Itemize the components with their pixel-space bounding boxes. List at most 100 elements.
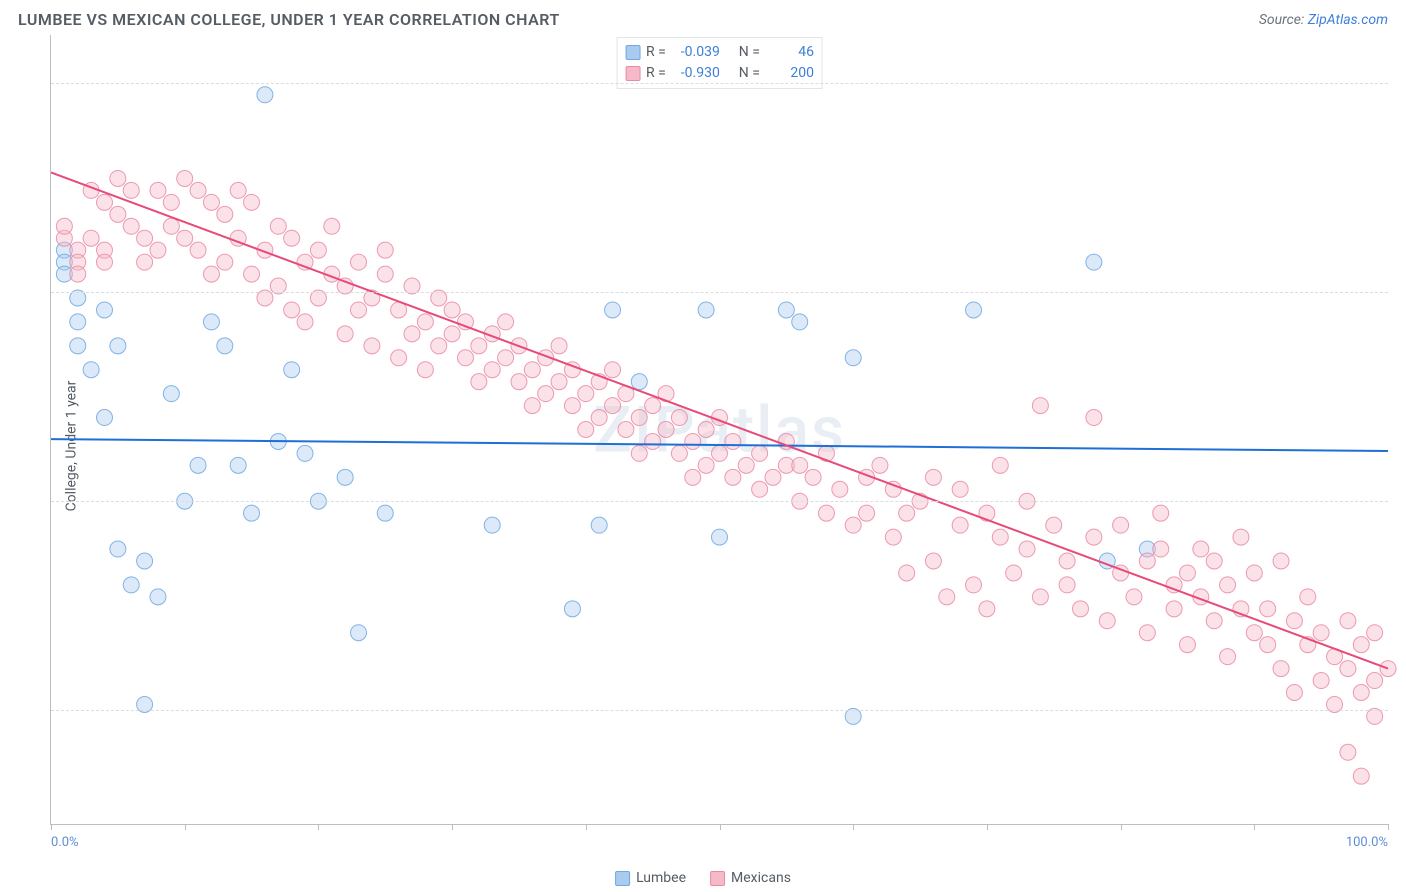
data-point (96, 410, 112, 426)
data-point (177, 230, 193, 246)
data-point (110, 541, 126, 557)
data-point (792, 457, 808, 473)
data-point (631, 445, 647, 461)
data-point (712, 445, 728, 461)
data-point (110, 338, 126, 354)
data-point (538, 386, 554, 402)
data-point (1260, 637, 1276, 653)
data-point (163, 194, 179, 210)
data-point (96, 254, 112, 270)
source-link[interactable]: ZipAtlas.com (1308, 12, 1388, 28)
data-point (1340, 744, 1356, 760)
data-point (698, 302, 714, 318)
data-point (752, 445, 768, 461)
data-point (738, 457, 754, 473)
data-point (1139, 625, 1155, 641)
data-point (925, 553, 941, 569)
data-point (1099, 613, 1115, 629)
data-point (1300, 589, 1316, 605)
legend-label: Lumbee (636, 870, 686, 886)
data-point (952, 481, 968, 497)
legend-label: Mexicans (731, 870, 791, 886)
data-point (671, 445, 687, 461)
data-point (1233, 529, 1249, 545)
data-point (351, 302, 367, 318)
correlation-legend: R =-0.039 N =46R =-0.930 N =200 (616, 37, 823, 89)
data-point (203, 194, 219, 210)
x-tick-label: 100.0% (1346, 835, 1388, 850)
data-point (498, 314, 514, 330)
legend-swatch (625, 45, 640, 60)
data-point (284, 362, 300, 378)
data-point (832, 481, 848, 497)
data-point (1367, 673, 1383, 689)
data-point (725, 433, 741, 449)
stat-n-value: 200 (766, 63, 814, 84)
data-point (1113, 517, 1129, 533)
data-point (698, 422, 714, 438)
data-point (230, 182, 246, 198)
data-point (605, 362, 621, 378)
data-point (645, 398, 661, 414)
data-point (190, 242, 206, 258)
data-point (578, 422, 594, 438)
legend-item: Lumbee (615, 870, 686, 886)
gridline (51, 83, 1388, 84)
data-point (966, 577, 982, 593)
data-point (177, 170, 193, 186)
x-tick (853, 824, 854, 830)
data-point (658, 422, 674, 438)
data-point (725, 469, 741, 485)
data-point (351, 625, 367, 641)
data-point (1220, 577, 1236, 593)
data-point (351, 254, 367, 270)
y-tick-label: 27.5% (1394, 703, 1406, 718)
data-point (1059, 577, 1075, 593)
legend-row: R =-0.039 N =46 (625, 42, 814, 63)
x-tick (185, 824, 186, 830)
data-point (1273, 661, 1289, 677)
data-point (618, 422, 634, 438)
legend-swatch (710, 871, 725, 886)
x-tick (318, 824, 319, 830)
data-point (778, 302, 794, 318)
x-tick (720, 824, 721, 830)
data-point (1367, 625, 1383, 641)
legend-swatch (615, 871, 630, 886)
data-point (578, 386, 594, 402)
data-point (284, 230, 300, 246)
data-point (190, 457, 206, 473)
data-point (1220, 649, 1236, 665)
data-point (1206, 553, 1222, 569)
data-point (217, 206, 233, 222)
stat-n-value: 46 (766, 42, 814, 63)
data-point (337, 326, 353, 342)
stat-r-value: -0.039 (672, 42, 720, 63)
data-point (872, 457, 888, 473)
data-point (444, 302, 460, 318)
data-point (1126, 589, 1142, 605)
gridline (51, 710, 1388, 711)
data-point (992, 529, 1008, 545)
data-point (1153, 505, 1169, 521)
data-point (752, 481, 768, 497)
x-tick (987, 824, 988, 830)
data-point (1246, 565, 1262, 581)
data-point (564, 398, 580, 414)
data-point (137, 254, 153, 270)
data-point (792, 314, 808, 330)
data-point (966, 302, 982, 318)
data-point (1340, 661, 1356, 677)
data-point (217, 338, 233, 354)
data-point (203, 314, 219, 330)
data-point (1193, 541, 1209, 557)
data-point (324, 218, 340, 234)
data-point (685, 433, 701, 449)
data-point (524, 362, 540, 378)
data-point (471, 374, 487, 390)
data-point (457, 350, 473, 366)
data-point (244, 505, 260, 521)
data-point (110, 206, 126, 222)
chart-plot-area: ZIPatlas R =-0.039 N =46R =-0.930 N =200… (50, 35, 1388, 825)
data-point (190, 182, 206, 198)
